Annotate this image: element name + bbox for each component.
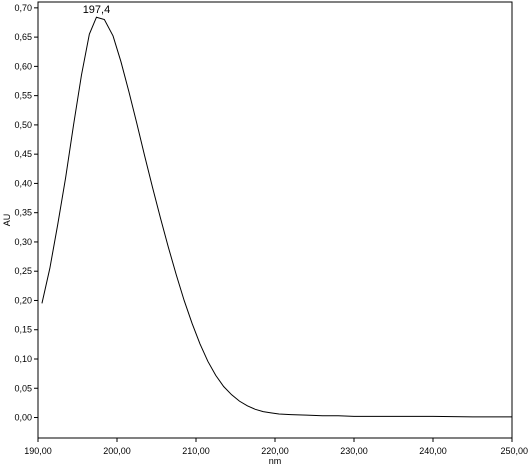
y-tick-label: 0,25 <box>14 266 32 276</box>
plot-area <box>37 1 513 439</box>
y-tick-label: 0,20 <box>14 295 32 305</box>
y-tick-label: 0,05 <box>14 383 32 393</box>
peak-label: 197,4 <box>83 4 111 16</box>
y-tick-label: 0,50 <box>14 120 32 130</box>
x-tick-label: 200,00 <box>103 446 131 456</box>
y-tick-label: 0,65 <box>14 32 32 42</box>
y-axis-title: AU <box>2 214 12 227</box>
y-tick-label: 0,55 <box>14 91 32 101</box>
y-tick-label: 0,45 <box>14 149 32 159</box>
y-tick-label: 0,40 <box>14 178 32 188</box>
y-tick-label: 0,60 <box>14 61 32 71</box>
x-axis: 190,00 200,00 210,00 220,00 230,00 240,00 250,… <box>24 438 528 456</box>
x-tick-label: 190,00 <box>24 446 52 456</box>
y-tick-label: 0,70 <box>14 3 32 13</box>
annotations: 197,4 <box>83 4 111 16</box>
y-tick-label: 0,15 <box>14 325 32 335</box>
x-axis-title: nm <box>269 456 282 466</box>
spectrum-line <box>41 16 512 418</box>
y-tick-label: 0,00 <box>14 413 32 423</box>
y-axis: 0,00 0,05 0,10 0,15 0,20 0,25 0,30 0,35 0,40 0,45… <box>14 3 38 423</box>
x-tick-label: 250,00 <box>500 446 528 456</box>
x-tick-label: 220,00 <box>261 446 289 456</box>
x-tick-label: 210,00 <box>182 446 210 456</box>
y-tick-label: 0,35 <box>14 208 32 218</box>
x-tick-label: 230,00 <box>340 446 368 456</box>
x-tick-label: 240,00 <box>419 446 447 456</box>
y-tick-label: 0,10 <box>14 354 32 364</box>
y-tick-label: 0,30 <box>14 237 32 247</box>
